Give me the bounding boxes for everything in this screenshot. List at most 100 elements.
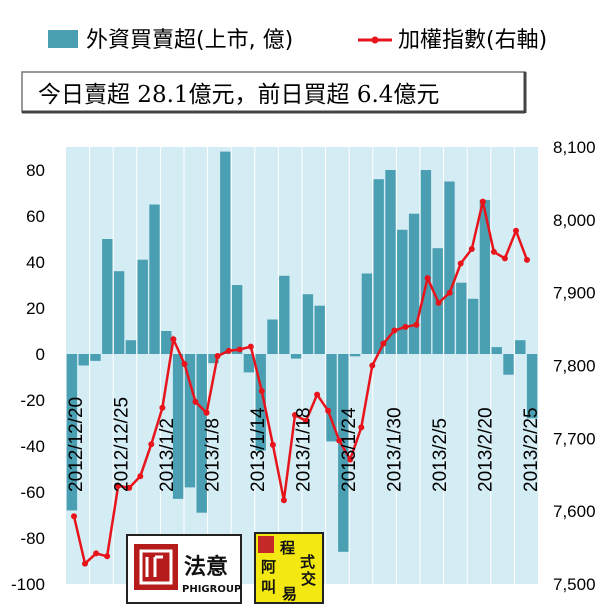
bar: [302, 294, 314, 354]
bar: [385, 170, 396, 354]
bar: [149, 204, 160, 354]
index-point: [159, 404, 166, 411]
phigroup-logo-cn: 法意: [184, 554, 228, 580]
index-point: [214, 353, 221, 359]
left-tick-label: -60: [20, 483, 45, 502]
index-point: [325, 407, 332, 414]
bar: [467, 298, 479, 354]
index-point: [170, 336, 177, 343]
program-logo-char-5: 叫: [261, 578, 276, 596]
date-labels: 2012/12/20 2012/12/25 2013/1/2 2013/1/8 2013…: [66, 397, 542, 492]
index-point: [435, 299, 442, 306]
index-point: [93, 550, 100, 557]
bar: [290, 354, 302, 359]
index-point: [126, 484, 133, 491]
legend-line-label: 加權指數(右軸): [398, 28, 547, 53]
left-tick-label: -100: [11, 575, 45, 594]
index-point: [115, 482, 122, 489]
right-tick-label: 7,500: [553, 575, 596, 594]
bar: [208, 354, 219, 364]
left-tick-label: 80: [26, 161, 45, 180]
date-label: 2012/12/20: [66, 397, 87, 492]
right-tick-label: 8,100: [553, 138, 596, 157]
index-point: [457, 260, 464, 267]
bar: [220, 151, 231, 354]
bar: [456, 282, 467, 354]
index-point: [269, 441, 276, 448]
bar: [267, 319, 278, 354]
left-tick-label: -40: [20, 437, 45, 456]
index-point: [501, 255, 508, 262]
bar: [78, 354, 89, 366]
program-logo-char-3: 阿: [261, 558, 276, 576]
date-label: 2013/1/18: [294, 407, 315, 492]
phigroup-logo-en: PHIGROUP: [182, 584, 241, 595]
index-point: [347, 456, 354, 463]
bar: [361, 273, 373, 354]
index-point: [82, 560, 88, 567]
bar: [408, 213, 420, 354]
left-axis-ticks: 80 60 40 20 0 -20 -40 -60 -80 -100: [11, 161, 45, 594]
right-tick-label: 7,600: [553, 502, 596, 521]
index-point: [468, 246, 475, 252]
right-tick-label: 8,000: [553, 211, 596, 230]
index-point: [369, 362, 376, 369]
bar: [66, 354, 78, 511]
index-point: [148, 441, 155, 448]
program-logo-char-4: 交: [301, 570, 316, 588]
program-logo-char-1: 程: [280, 539, 295, 557]
index-point: [391, 327, 398, 334]
bar: [90, 354, 101, 361]
program-trading-logo: 程 式 阿 交 叫 易: [254, 532, 324, 604]
index-point: [225, 347, 232, 354]
bar: [373, 179, 384, 354]
right-tick-label: 7,700: [553, 429, 596, 448]
legend-bar-label: 外資買賣超(上市, 億): [86, 28, 293, 53]
index-line: [72, 201, 529, 566]
index-point: [358, 424, 365, 431]
bar: [196, 354, 207, 513]
date-label: 2013/1/2: [157, 418, 178, 492]
index-point: [104, 553, 111, 560]
bar: [137, 259, 148, 354]
index-point: [247, 343, 254, 350]
bar: [444, 181, 455, 354]
summary-box: 今日賣超 28.1億元，前日買超 6.4億元: [21, 71, 527, 114]
index-point: [181, 361, 188, 367]
bar: [314, 305, 325, 354]
date-label: 2013/2/25: [521, 407, 542, 492]
line-series: [71, 198, 530, 567]
bar: [515, 340, 526, 354]
index-point: [314, 391, 321, 398]
bar: [349, 354, 361, 357]
left-tick-label: 0: [36, 345, 45, 364]
bar: [338, 354, 349, 552]
bar: [503, 354, 514, 375]
date-label: 2013/1/14: [248, 407, 269, 492]
index-point: [413, 321, 420, 328]
left-tick-label: -80: [20, 529, 45, 548]
bar: [172, 354, 184, 499]
bar: [397, 229, 408, 354]
legend-bar-swatch: [48, 30, 78, 48]
date-label: 2013/2/20: [476, 407, 497, 492]
phigroup-logo-glyph: [139, 549, 173, 585]
index-point: [513, 227, 519, 234]
index-point: [280, 497, 287, 504]
bar: [479, 199, 491, 354]
bar: [526, 354, 538, 419]
program-logo-char-2: 式: [300, 553, 315, 571]
index-point: [292, 412, 298, 418]
date-label: 2012/12/25: [112, 397, 133, 492]
index-point: [524, 256, 530, 263]
date-label: 2013/2/5: [430, 418, 451, 492]
date-label: 2013/1/24: [339, 407, 360, 492]
bar: [161, 331, 172, 354]
index-point: [71, 513, 77, 520]
bar: [231, 285, 243, 354]
summary-text: 今日賣超 28.1億元，前日買超 6.4億元: [38, 82, 439, 108]
index-point: [192, 398, 199, 405]
left-tick-label: 20: [26, 299, 45, 318]
bar: [113, 271, 125, 354]
